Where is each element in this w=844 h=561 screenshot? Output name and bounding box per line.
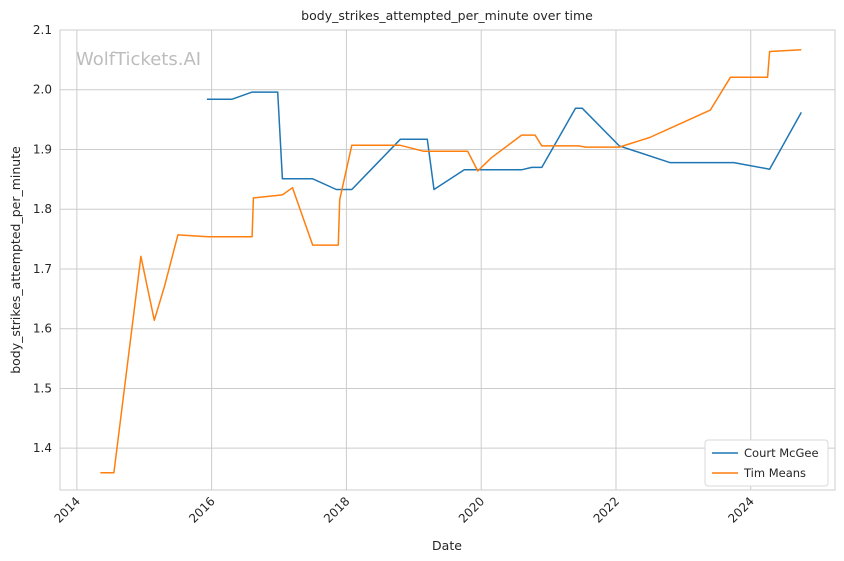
y-tick-label: 1.7: [33, 262, 52, 276]
y-axis-title: body_strikes_attempted_per_minute: [8, 146, 23, 374]
legend: Court McGee Tim Means: [704, 439, 829, 487]
legend-box: [704, 439, 829, 487]
x-tick-label: 2016: [186, 494, 217, 525]
x-tick-label: 2022: [591, 494, 622, 525]
plot-area: [60, 30, 835, 490]
x-tick-label: 2024: [725, 494, 756, 525]
y-tick-label: 1.6: [33, 322, 52, 336]
series-layer: [100, 48, 802, 474]
y-tick-label: 1.5: [33, 381, 52, 395]
legend-label-tim-means: Tim Means: [743, 466, 806, 480]
x-tick-label: 2014: [51, 494, 82, 525]
y-tick-label: 1.4: [33, 441, 52, 455]
y-tick-label: 2.1: [33, 23, 52, 37]
plot-frame: [59, 29, 836, 491]
legend-label-court-mcgee: Court McGee: [744, 446, 819, 460]
x-tick-label: 2018: [321, 494, 352, 525]
watermark: WolfTickets.AI: [76, 49, 201, 70]
series-line-tim-means: [100, 48, 802, 474]
y-tick-label: 2.0: [33, 83, 52, 97]
x-tick-label: 2020: [456, 494, 487, 525]
chart-title: body_strikes_attempted_per_minute over t…: [301, 8, 593, 23]
grid-lines: [60, 29, 835, 490]
y-tick-label: 1.8: [33, 202, 52, 216]
y-tick-label: 1.9: [33, 142, 52, 156]
series-line-court-mcgee: [206, 91, 802, 191]
tick-labels: 1.4 1.5 1.6 1.7 1.8 1.9 2.0 2.1 2014 2016 2018 2020…: [33, 23, 757, 526]
x-axis-title: Date: [432, 538, 462, 553]
